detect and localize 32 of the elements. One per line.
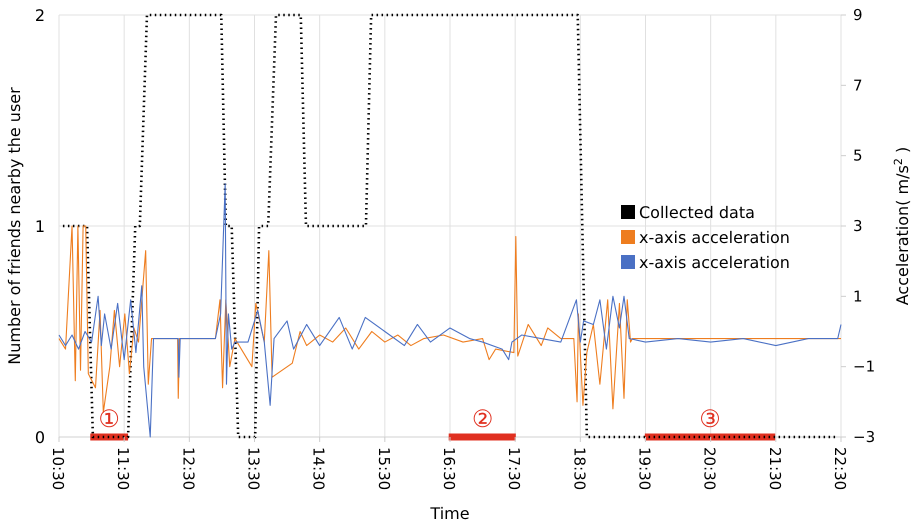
x-tick-label: 21:30 bbox=[766, 447, 784, 490]
x-tick-label: 12:30 bbox=[179, 447, 198, 490]
legend-label: Collected data bbox=[639, 203, 755, 222]
y2-tick-label: 5 bbox=[853, 146, 863, 165]
x-tick-label: 16:30 bbox=[440, 447, 458, 490]
x-axis-title: Time bbox=[429, 504, 470, 523]
legend-label: x-axis acceleration bbox=[639, 228, 790, 247]
y2-tick-label: −1 bbox=[853, 358, 876, 376]
x-tick-label: 20:30 bbox=[700, 447, 719, 490]
y-tick-label: 2 bbox=[34, 6, 45, 25]
legend-label: x-axis acceleration bbox=[639, 253, 790, 272]
y2-tick-label: 3 bbox=[853, 217, 863, 235]
y2-tick-label: 1 bbox=[853, 287, 863, 306]
x-tick-label: 18:30 bbox=[570, 447, 588, 490]
y2-tick-label: 7 bbox=[853, 76, 863, 94]
x-tick-label: 11:30 bbox=[114, 447, 132, 490]
y-tick-label: 1 bbox=[34, 217, 45, 236]
x-tick-label: 10:30 bbox=[49, 447, 67, 490]
x-tick-label: 15:30 bbox=[374, 447, 393, 490]
y2-tick-label: −3 bbox=[853, 428, 876, 446]
y2-tick-label: 9 bbox=[853, 6, 863, 24]
x-tick-label: 19:30 bbox=[636, 447, 654, 490]
annotation: ① bbox=[98, 405, 120, 433]
x-tick-label: 17:30 bbox=[505, 447, 524, 490]
y-axis-title: Number of friends nearby the user bbox=[5, 86, 24, 365]
annotation: ② bbox=[472, 405, 494, 433]
line-series bbox=[58, 183, 842, 438]
y-tick-label: 0 bbox=[34, 428, 45, 447]
x-tick-label: 14:30 bbox=[310, 447, 328, 490]
x-tick-label: 13:30 bbox=[244, 447, 262, 490]
x-tick-label: 22:30 bbox=[831, 447, 849, 490]
annotation: ③ bbox=[699, 405, 721, 433]
